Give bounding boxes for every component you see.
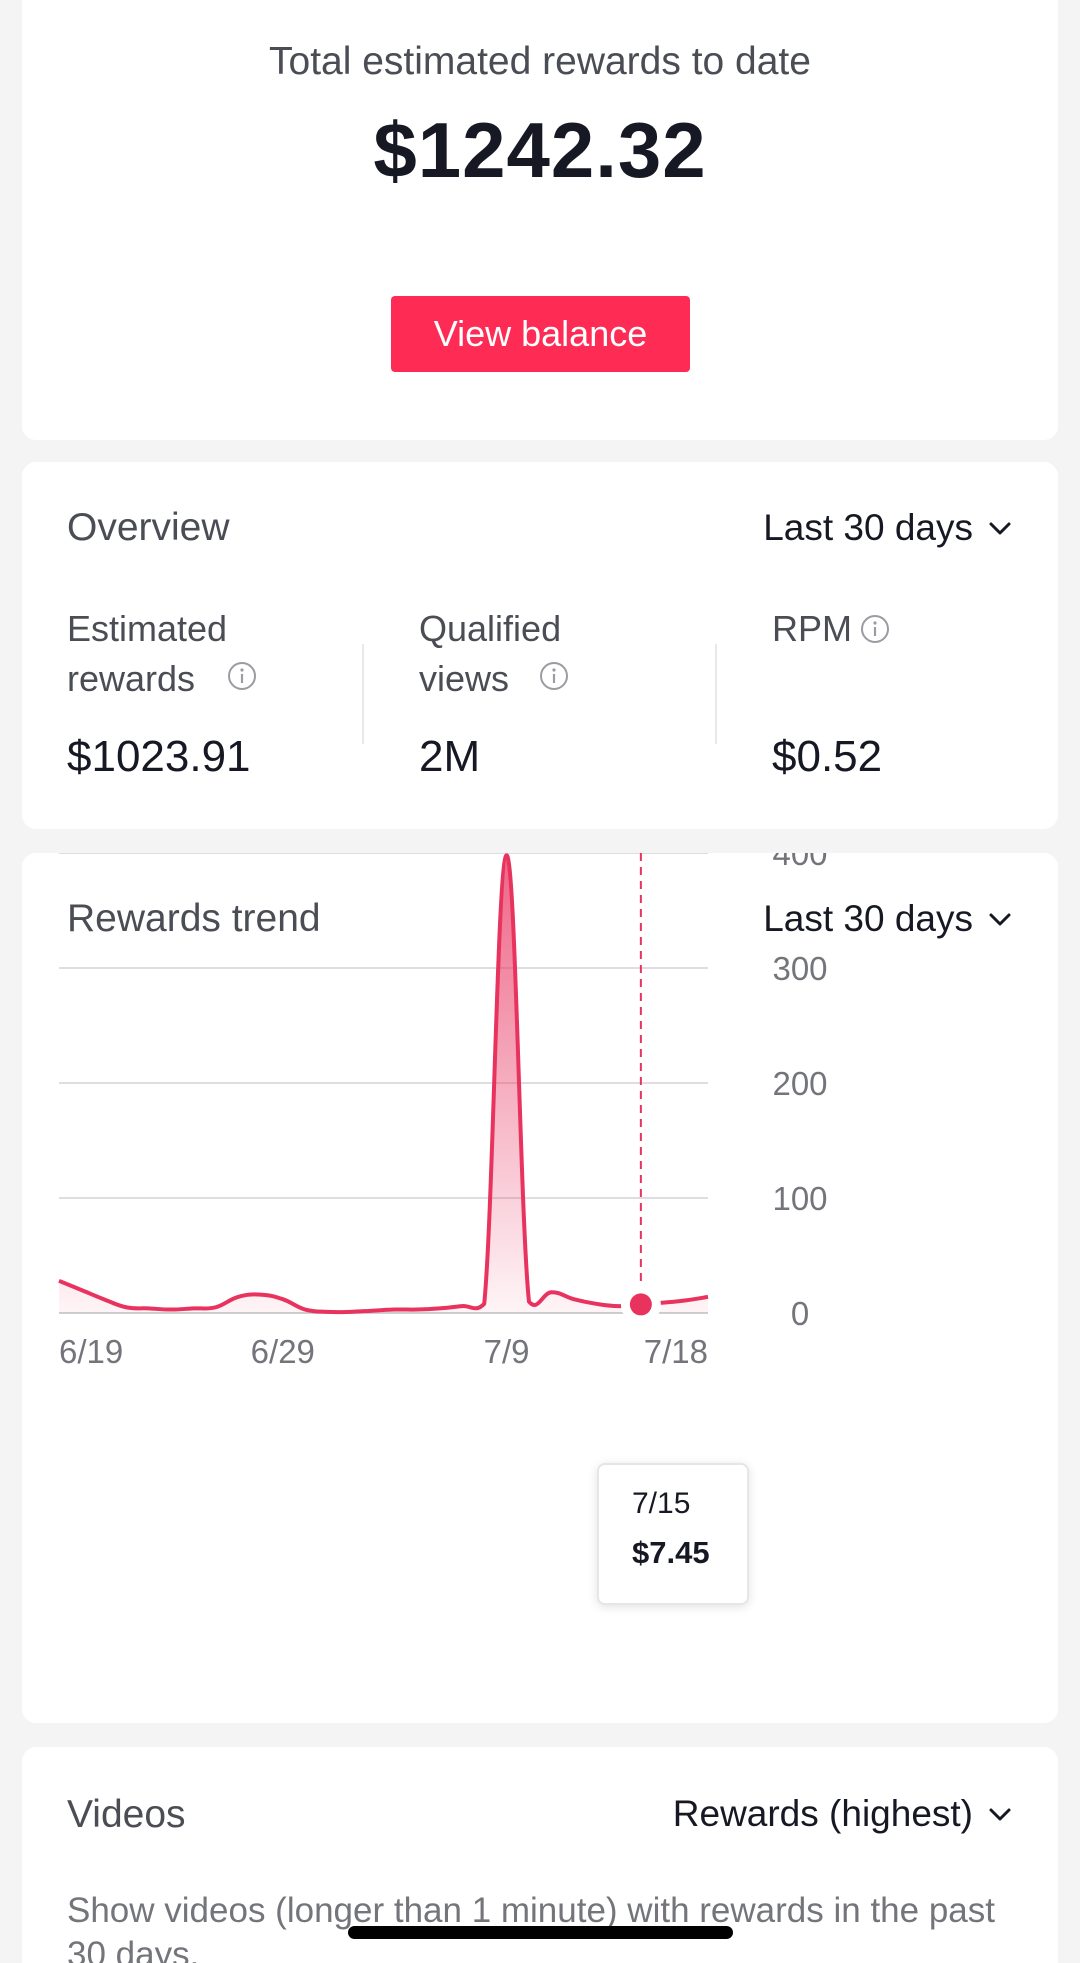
- metric-estimated-rewards: Estimated rewards $1023.91: [67, 604, 367, 781]
- overview-card: Overview Last 30 days Estimated rewards …: [22, 462, 1058, 829]
- metric-rpm: RPM $0.52: [772, 604, 1072, 781]
- videos-card: Videos Rewards (highest) Show videos (lo…: [22, 1747, 1058, 1963]
- chevron-down-icon: [989, 1808, 1011, 1821]
- series-area-fill: [59, 855, 708, 1313]
- highlight-point[interactable]: [629, 1293, 652, 1316]
- series-line: [58, 853, 709, 1315]
- tooltip-value: $7.45: [632, 1535, 710, 1570]
- rewards-trend-chart[interactable]: 0 100 200 300 400 6/19 6/29 7/9 7/18: [22, 853, 1058, 1723]
- videos-sort-label: Rewards (highest): [672, 1793, 973, 1834]
- info-icon[interactable]: [539, 661, 569, 691]
- metric-divider: [362, 644, 364, 744]
- x-tick-label: 6/29: [251, 1333, 315, 1370]
- overview-range-label: Last 30 days: [763, 507, 973, 548]
- rewards-trend-title: Rewards trend: [67, 897, 321, 940]
- metric-label: Estimated rewards: [67, 608, 228, 699]
- total-rewards-label: Total estimated rewards to date: [269, 40, 811, 83]
- videos-sort-dropdown[interactable]: Rewards (highest): [673, 1793, 1013, 1835]
- y-tick-label: 200: [772, 1065, 827, 1102]
- metric-value: $1023.91: [67, 732, 251, 781]
- total-rewards-amount: $1242.32: [373, 106, 707, 194]
- rewards-trend-card: Rewards trend Last 30 days 0 100 200 300 400…: [22, 853, 1058, 1723]
- chevron-down-icon: [989, 522, 1011, 535]
- view-balance-button[interactable]: View balance: [391, 296, 690, 372]
- chart-tooltip: 7/15 $7.45: [597, 1463, 749, 1605]
- overview-title: Overview: [67, 506, 230, 549]
- info-icon[interactable]: [860, 614, 890, 644]
- y-tick-label: 400: [772, 853, 827, 872]
- trend-range-dropdown[interactable]: Last 30 days: [763, 898, 1013, 940]
- tooltip-date: 7/15: [632, 1487, 691, 1520]
- y-tick-label: 0: [791, 1295, 809, 1332]
- videos-description: Show videos (longer than 1 minute) with …: [67, 1891, 995, 1963]
- metric-divider: [715, 644, 717, 744]
- x-tick-label: 7/9: [484, 1333, 530, 1370]
- y-tick-label: 100: [772, 1180, 827, 1217]
- trend-range-label: Last 30 days: [763, 898, 973, 939]
- x-tick-label: 7/18: [644, 1333, 708, 1370]
- chevron-down-icon: [989, 913, 1011, 926]
- info-icon[interactable]: [227, 661, 257, 691]
- home-indicator[interactable]: [348, 1926, 733, 1939]
- videos-title: Videos: [67, 1793, 186, 1836]
- y-tick-label: 300: [772, 950, 827, 987]
- metric-label: RPM: [772, 608, 852, 649]
- overview-range-dropdown[interactable]: Last 30 days: [763, 507, 1013, 549]
- total-rewards-card: Total estimated rewards to date $1242.32…: [22, 0, 1058, 440]
- metric-value: 2M: [419, 732, 481, 781]
- metric-qualified-views: Qualified views 2M: [419, 604, 719, 781]
- metric-label: Qualified views: [419, 608, 562, 699]
- x-tick-label: 6/19: [59, 1333, 123, 1370]
- metric-value: $0.52: [772, 732, 883, 781]
